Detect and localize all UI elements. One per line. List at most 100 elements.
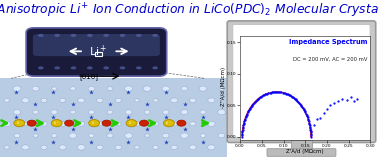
FancyBboxPatch shape [33, 34, 160, 56]
Ellipse shape [143, 86, 151, 91]
Text: $\mathrm{Li^+}$: $\mathrm{Li^+}$ [16, 119, 23, 127]
Ellipse shape [96, 145, 103, 150]
Ellipse shape [190, 122, 196, 126]
Ellipse shape [22, 145, 29, 150]
Ellipse shape [13, 110, 21, 115]
X-axis label: Z'A/d (MΩcm): Z'A/d (MΩcm) [287, 149, 324, 154]
Ellipse shape [181, 87, 187, 91]
Ellipse shape [208, 121, 215, 126]
Ellipse shape [87, 34, 93, 37]
Ellipse shape [180, 133, 188, 138]
Ellipse shape [135, 146, 139, 149]
Ellipse shape [200, 134, 206, 138]
Text: $\mathrm{Li^+}$: $\mathrm{Li^+}$ [128, 119, 135, 127]
Ellipse shape [218, 109, 225, 115]
Ellipse shape [102, 120, 111, 126]
Text: $\mathrm{Li^+}$: $\mathrm{Li^+}$ [53, 119, 60, 127]
Ellipse shape [153, 99, 158, 102]
Ellipse shape [125, 86, 133, 91]
Ellipse shape [78, 122, 85, 126]
Ellipse shape [71, 66, 76, 69]
Ellipse shape [23, 122, 28, 126]
Ellipse shape [163, 133, 169, 138]
Ellipse shape [59, 121, 66, 126]
Ellipse shape [135, 99, 139, 102]
Ellipse shape [139, 120, 149, 126]
Ellipse shape [125, 133, 132, 138]
Ellipse shape [22, 98, 29, 103]
Bar [291, 140, 312, 151]
Ellipse shape [71, 34, 76, 37]
Text: $\mathrm{Li^+}$: $\mathrm{Li^+}$ [90, 44, 108, 59]
Ellipse shape [103, 34, 109, 37]
Ellipse shape [107, 133, 113, 138]
Ellipse shape [163, 110, 169, 114]
Ellipse shape [38, 66, 43, 69]
Ellipse shape [3, 121, 11, 127]
Ellipse shape [219, 87, 224, 90]
Ellipse shape [4, 146, 9, 149]
Text: $\mathrm{Li^+}$: $\mathrm{Li^+}$ [166, 119, 172, 127]
Ellipse shape [89, 134, 94, 137]
Ellipse shape [32, 86, 39, 91]
Ellipse shape [33, 134, 38, 137]
Text: $\bf{\it{Anisotropic\ Li^{+}\ Ion\ Conduction\ in\ LiCo(PDC)_{2}\ Molecular\ Cry: $\bf{\it{Anisotropic\ Li^{+}\ Ion\ Condu… [0, 2, 378, 20]
Bar [95, 52, 102, 56]
Ellipse shape [88, 86, 95, 91]
FancyBboxPatch shape [26, 28, 167, 76]
Ellipse shape [171, 145, 177, 149]
Ellipse shape [54, 34, 60, 37]
Ellipse shape [145, 134, 150, 137]
Ellipse shape [170, 98, 178, 103]
Y-axis label: -Z''A/d (MΩcm): -Z''A/d (MΩcm) [221, 67, 226, 108]
Ellipse shape [136, 34, 142, 37]
Ellipse shape [60, 98, 66, 103]
Ellipse shape [189, 145, 196, 150]
Ellipse shape [116, 122, 121, 126]
Ellipse shape [103, 66, 109, 69]
Ellipse shape [33, 110, 39, 114]
Ellipse shape [51, 110, 57, 114]
Ellipse shape [69, 133, 77, 138]
Ellipse shape [41, 145, 47, 149]
Ellipse shape [88, 110, 94, 114]
Ellipse shape [27, 120, 36, 126]
Ellipse shape [89, 120, 99, 127]
Text: DC = 200 mV, AC = 200 mV: DC = 200 mV, AC = 200 mV [293, 57, 368, 62]
Ellipse shape [107, 110, 113, 114]
Ellipse shape [87, 66, 93, 69]
Text: $\mathrm{Li^+}$: $\mathrm{Li^+}$ [91, 119, 98, 127]
Ellipse shape [208, 98, 215, 103]
Ellipse shape [70, 87, 76, 91]
Ellipse shape [177, 120, 186, 126]
Ellipse shape [181, 110, 188, 114]
Ellipse shape [52, 87, 57, 90]
Ellipse shape [65, 120, 74, 126]
Ellipse shape [119, 34, 125, 37]
Ellipse shape [200, 110, 206, 114]
Ellipse shape [14, 120, 25, 127]
Ellipse shape [162, 86, 170, 91]
Ellipse shape [125, 110, 132, 114]
Ellipse shape [144, 110, 150, 114]
Ellipse shape [199, 86, 207, 91]
Ellipse shape [171, 122, 177, 126]
Ellipse shape [54, 66, 60, 69]
Ellipse shape [126, 120, 137, 127]
Ellipse shape [13, 86, 21, 91]
Ellipse shape [14, 134, 20, 138]
Ellipse shape [189, 98, 196, 103]
Text: [010]: [010] [79, 73, 98, 80]
Ellipse shape [218, 133, 225, 138]
Ellipse shape [115, 145, 122, 149]
Ellipse shape [4, 99, 9, 102]
Ellipse shape [38, 34, 43, 37]
Ellipse shape [59, 145, 66, 150]
Ellipse shape [164, 120, 174, 127]
Ellipse shape [107, 87, 113, 90]
Ellipse shape [208, 145, 215, 150]
Ellipse shape [115, 98, 121, 102]
FancyBboxPatch shape [233, 25, 370, 137]
Ellipse shape [51, 120, 62, 127]
FancyBboxPatch shape [227, 21, 376, 143]
